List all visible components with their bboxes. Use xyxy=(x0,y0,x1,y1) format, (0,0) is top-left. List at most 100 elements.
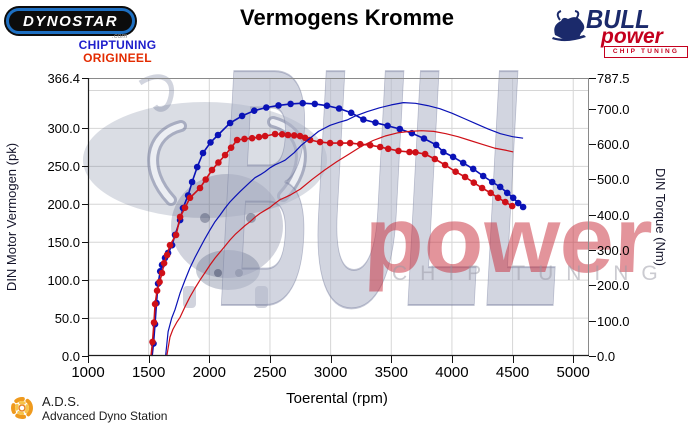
series-marker xyxy=(487,189,495,197)
series-marker xyxy=(514,199,522,207)
series-marker xyxy=(440,148,447,156)
series-marker xyxy=(346,139,354,147)
x-tick-mark xyxy=(88,356,89,363)
plot-curves xyxy=(87,78,589,357)
series-marker xyxy=(263,104,270,111)
series-marker xyxy=(163,251,171,259)
series-marker xyxy=(250,107,258,114)
y-right-tick-mark xyxy=(589,356,596,357)
series-marker xyxy=(301,134,309,142)
y-axis-left-title: DIN Motor Vermogen (pk) xyxy=(4,142,19,292)
y-right-tick-mark xyxy=(589,108,596,110)
series-marker xyxy=(261,132,269,140)
series-marker xyxy=(207,139,214,146)
series-marker xyxy=(406,148,413,156)
y-axis-right-title: DIN Torque (Nm) xyxy=(653,167,668,266)
series-marker xyxy=(176,213,184,221)
series-marker xyxy=(166,241,174,249)
x-tick-label: 5000 xyxy=(556,364,590,381)
series-marker xyxy=(412,149,419,156)
series-marker xyxy=(215,159,222,166)
series-marker xyxy=(226,119,234,127)
y-left-tick-label: 150.0 xyxy=(47,235,80,251)
y-right-tick-label: 400.0 xyxy=(597,207,630,223)
y-left-tick-label: 366.4 xyxy=(47,71,80,86)
series-marker xyxy=(284,131,292,139)
y-right-tick-mark xyxy=(589,320,596,322)
x-tick-mark xyxy=(148,356,150,363)
series-marker xyxy=(459,159,467,167)
series-marker xyxy=(316,138,324,146)
series-marker xyxy=(287,100,294,108)
y-right-tick-mark xyxy=(589,144,596,146)
series-marker xyxy=(479,172,487,180)
bullpower-logo: BULL power CHIP TUNING xyxy=(548,2,690,58)
ads-abbrev: A.D.S. xyxy=(42,394,80,409)
series-marker xyxy=(186,194,194,202)
series-marker xyxy=(172,231,180,239)
x-tick-label: 3000 xyxy=(313,364,348,381)
x-tick-label: 4000 xyxy=(435,364,469,381)
series-marker xyxy=(396,125,404,133)
ads-logo-icon xyxy=(11,397,33,419)
series-marker xyxy=(431,155,439,163)
x-tick-label: 4500 xyxy=(495,364,530,381)
series-marker xyxy=(156,278,163,286)
dynostar-wordmark: DYNOSTAR xyxy=(22,12,119,30)
y-left-tick-mark xyxy=(82,242,88,244)
y-left-tick-label: 200.0 xyxy=(47,197,80,213)
y-left-tick-label: 100.0 xyxy=(47,273,80,289)
y-right-tick-label: 787.5 xyxy=(597,71,630,86)
series-marker xyxy=(151,300,159,308)
y-left-tick-mark xyxy=(82,78,88,79)
bullpower-power-text: power xyxy=(601,25,663,48)
series-marker xyxy=(335,105,343,112)
series-marker xyxy=(248,134,256,142)
series-marker xyxy=(255,133,263,141)
series-power_origineel xyxy=(166,130,514,357)
y-left-tick-mark xyxy=(82,280,88,282)
series-marker xyxy=(366,141,374,149)
bull-icon xyxy=(552,10,586,42)
series-power_chiptuning xyxy=(165,102,524,357)
series-marker xyxy=(452,168,459,175)
y-left-tick-mark xyxy=(82,204,88,206)
series-marker xyxy=(376,143,384,151)
series-marker xyxy=(469,165,477,173)
series-marker xyxy=(395,147,402,155)
series-marker xyxy=(384,122,391,130)
x-tick-mark xyxy=(391,356,393,363)
series-marker xyxy=(360,116,367,123)
x-tick-mark xyxy=(330,356,332,363)
y-right-tick-mark xyxy=(589,285,596,287)
series-marker xyxy=(181,204,189,211)
x-axis-title: Toerental (rpm) xyxy=(286,390,388,407)
series-marker xyxy=(326,139,334,147)
bullpower-chiptuning-text: CHIP TUNING xyxy=(604,46,688,58)
x-tick-mark xyxy=(269,356,271,363)
series-marker xyxy=(347,109,355,117)
series-marker xyxy=(494,194,502,202)
dynostar-logo: DYNOSTAR xyxy=(4,6,137,36)
series-marker xyxy=(488,178,496,186)
x-tick-mark xyxy=(573,356,575,363)
x-tick-mark xyxy=(209,356,211,363)
plot-grid xyxy=(88,78,589,356)
x-tick-mark xyxy=(512,356,514,363)
series-marker xyxy=(275,102,282,109)
series-marker xyxy=(509,194,517,202)
series-marker xyxy=(441,161,449,169)
page-title: Vermogens Kromme xyxy=(240,5,454,30)
y-right-tick-mark xyxy=(589,78,596,79)
series-marker xyxy=(158,269,166,277)
x-tick-mark xyxy=(451,356,453,363)
series-marker xyxy=(153,287,161,294)
y-left-tick-mark xyxy=(82,318,88,320)
series-marker xyxy=(502,198,509,206)
series-marker xyxy=(193,163,201,171)
series-marker xyxy=(372,119,379,126)
series-marker xyxy=(238,112,246,120)
y-right-tick-mark xyxy=(589,214,596,216)
y-left-tick-label: 300.0 xyxy=(47,121,80,137)
series-marker xyxy=(271,130,279,138)
